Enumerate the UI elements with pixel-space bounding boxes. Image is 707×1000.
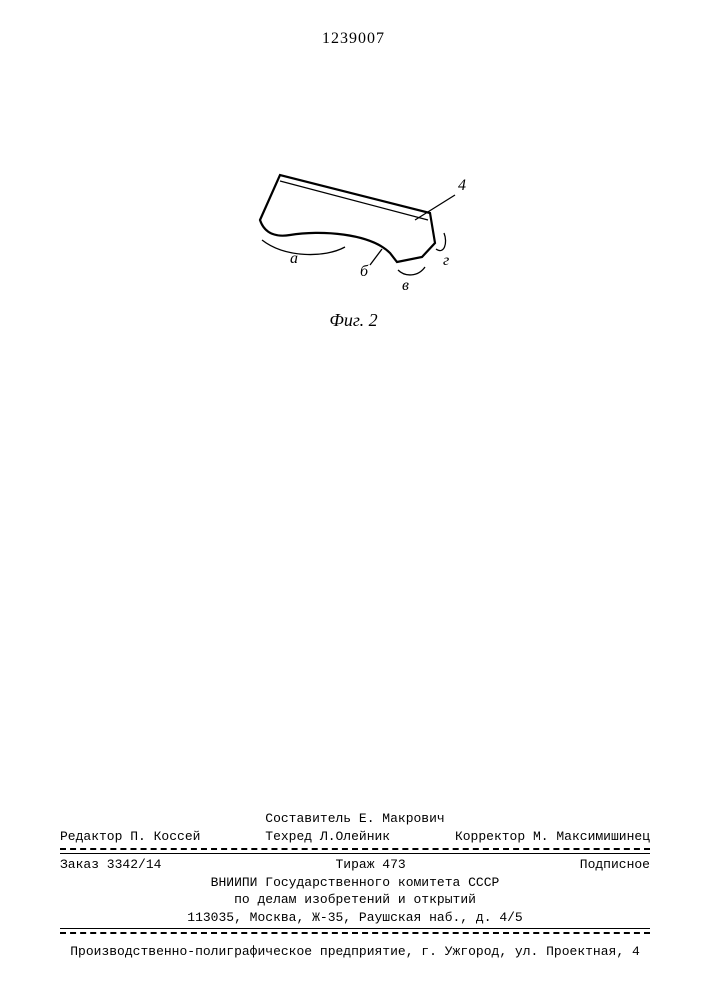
compiler-line: Составитель Е. Макрович xyxy=(60,810,650,828)
credits-row: Редактор П. Коссей Техред Л.Олейник Корр… xyxy=(60,828,650,846)
bracket-v xyxy=(398,267,425,275)
colophon-block: Составитель Е. Макрович Редактор П. Косс… xyxy=(60,810,650,961)
printer-line: Производственно-полиграфическое предприя… xyxy=(60,943,650,961)
label-a: а xyxy=(290,250,298,268)
vniipi-line: ВНИИПИ Государственного комитета СССР xyxy=(60,874,650,892)
bracket-g xyxy=(436,233,446,251)
subscription: Подписное xyxy=(580,856,650,874)
document-number: 1239007 xyxy=(0,30,707,48)
corrector: Корректор М. Максимишинец xyxy=(455,828,650,846)
address-line: 113035, Москва, Ж-35, Раушская наб., д. … xyxy=(60,909,650,927)
figure-caption: Фиг. 2 xyxy=(0,310,707,331)
label-g: г xyxy=(443,252,449,270)
label-b: б xyxy=(360,263,368,281)
blade-outline xyxy=(260,175,435,262)
leader-4 xyxy=(415,195,455,220)
blade-inner-line xyxy=(280,181,428,220)
solid-separator-2 xyxy=(60,928,650,929)
bracket-a xyxy=(262,240,345,255)
order-number: Заказ 3342/14 xyxy=(60,856,161,874)
label-v: в xyxy=(402,277,409,295)
label-4: 4 xyxy=(458,177,466,195)
tirage: Тираж 473 xyxy=(335,856,405,874)
dash-separator-1 xyxy=(60,848,650,850)
page: 1239007 а б в г 4 Фиг. 2 Составитель Е. … xyxy=(0,0,707,1000)
editor: Редактор П. Коссей xyxy=(60,828,200,846)
pointer-b xyxy=(370,249,382,265)
dept-line: по делам изобретений и открытий xyxy=(60,891,650,909)
solid-separator-1 xyxy=(60,853,650,854)
dash-separator-2 xyxy=(60,932,650,934)
order-row: Заказ 3342/14 Тираж 473 Подписное xyxy=(60,856,650,874)
tech-editor: Техред Л.Олейник xyxy=(265,828,390,846)
